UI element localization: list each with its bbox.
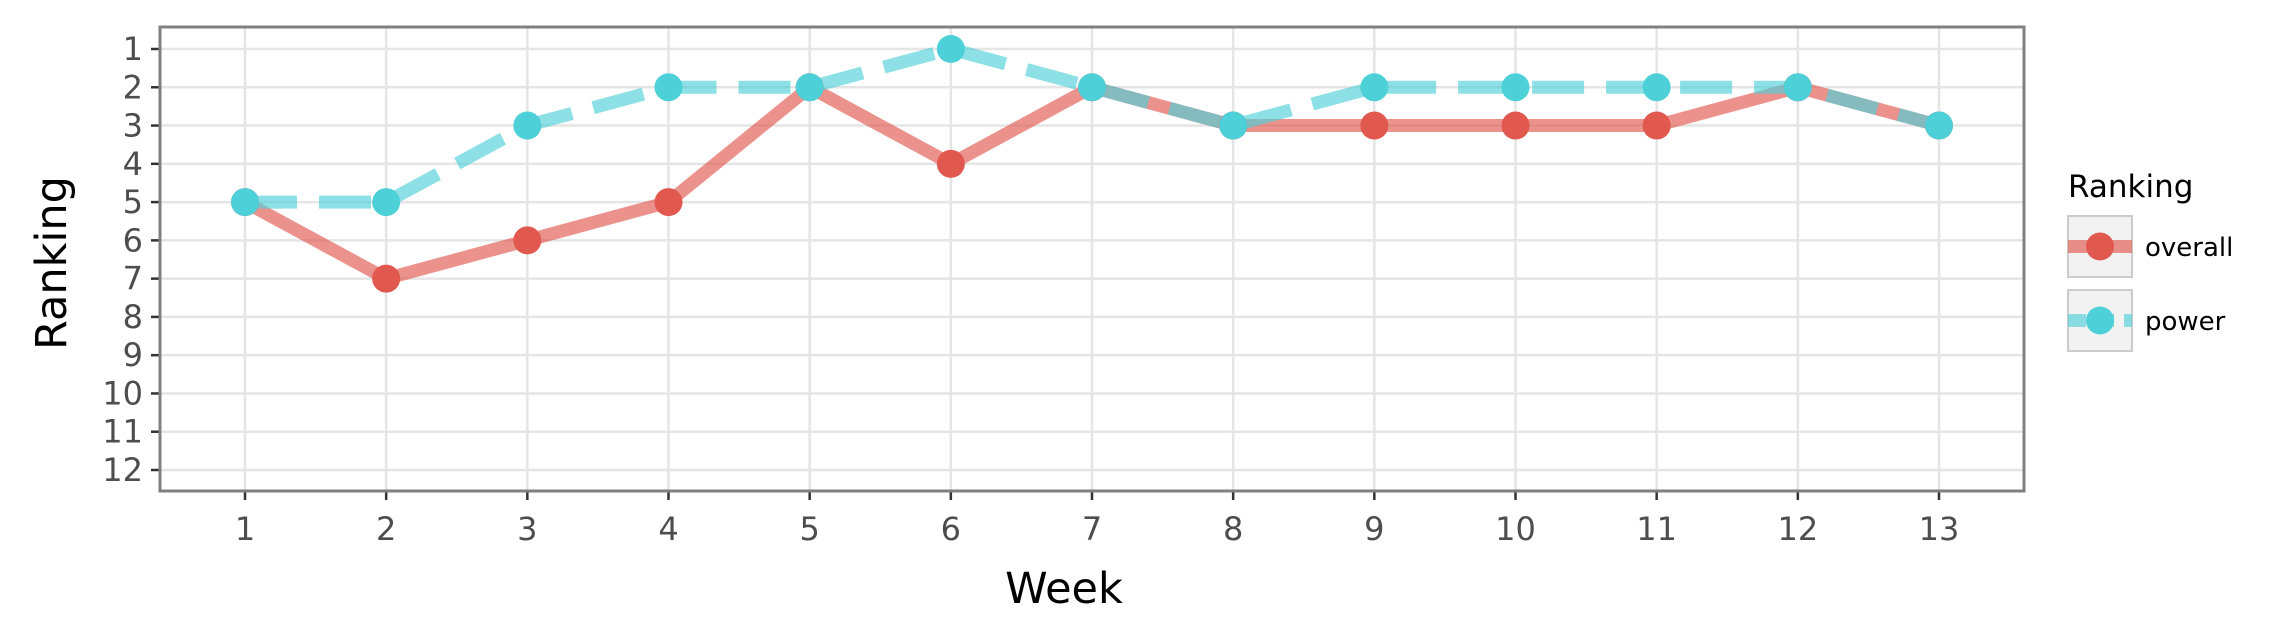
x-axis-title: Week xyxy=(1005,564,1123,614)
series-points xyxy=(231,35,1953,293)
data-point-power-week-5 xyxy=(795,73,824,102)
legend-label-power: power xyxy=(2145,307,2226,337)
y-tick-label-12: 12 xyxy=(102,451,143,489)
y-tick-label-5: 5 xyxy=(123,183,143,221)
data-point-power-week-9 xyxy=(1360,73,1389,102)
legend-key-point-overall xyxy=(2086,232,2114,261)
x-tick-label-1: 1 xyxy=(235,510,255,548)
data-point-power-week-11 xyxy=(1642,73,1671,102)
x-tick-label-11: 11 xyxy=(1636,510,1677,548)
y-tick-label-6: 6 xyxy=(123,221,143,259)
data-point-overall-week-10 xyxy=(1501,111,1530,140)
legend-key-point-power xyxy=(2086,306,2114,335)
y-tick-label-7: 7 xyxy=(123,260,143,298)
y-tick-label-1: 1 xyxy=(123,30,143,68)
data-point-power-week-3 xyxy=(513,111,542,140)
legend-label-overall: overall xyxy=(2145,233,2233,263)
x-tick-label-6: 6 xyxy=(941,510,961,548)
x-tick-label-13: 13 xyxy=(1919,510,1960,548)
data-point-power-week-10 xyxy=(1501,73,1530,102)
x-tick-label-10: 10 xyxy=(1495,510,1536,548)
x-tick-label-2: 2 xyxy=(376,510,396,548)
data-point-overall-week-6 xyxy=(936,149,965,178)
y-tick-label-8: 8 xyxy=(123,298,143,336)
data-point-power-week-6 xyxy=(936,35,965,63)
y-tick-label-2: 2 xyxy=(123,68,143,106)
data-point-overall-week-3 xyxy=(513,226,542,255)
x-tick-label-9: 9 xyxy=(1364,510,1384,548)
x-tick-label-5: 5 xyxy=(799,510,819,548)
data-point-power-week-2 xyxy=(372,188,401,217)
data-point-power-week-1 xyxy=(231,188,259,217)
data-point-power-week-7 xyxy=(1078,73,1106,102)
y-axis-title: Ranking xyxy=(27,176,77,350)
data-point-overall-week-4 xyxy=(654,188,683,217)
y-tick-label-10: 10 xyxy=(102,374,143,412)
legend-items: overall power xyxy=(2067,215,2233,352)
legend-title: Ranking xyxy=(2068,169,2193,205)
legend: Ranking overall power xyxy=(2067,169,2233,352)
x-tick-label-12: 12 xyxy=(1777,510,1818,548)
data-point-power-week-8 xyxy=(1219,111,1248,140)
y-tick-label-9: 9 xyxy=(123,336,143,374)
data-point-overall-week-11 xyxy=(1642,111,1671,140)
x-tick-label-4: 4 xyxy=(658,510,678,548)
data-point-power-week-4 xyxy=(654,73,683,102)
data-point-power-week-12 xyxy=(1783,73,1812,102)
y-tick-label-11: 11 xyxy=(102,413,143,451)
x-tick-label-7: 7 xyxy=(1082,510,1102,548)
y-tick-label-3: 3 xyxy=(123,107,143,145)
x-tick-label-8: 8 xyxy=(1223,510,1243,548)
data-point-power-week-13 xyxy=(1925,111,1953,140)
plot-panel-border xyxy=(158,25,2026,493)
data-point-overall-week-2 xyxy=(372,264,401,293)
data-point-overall-week-9 xyxy=(1360,111,1389,140)
x-tick-label-3: 3 xyxy=(517,510,537,548)
y-tick-label-4: 4 xyxy=(123,145,143,183)
